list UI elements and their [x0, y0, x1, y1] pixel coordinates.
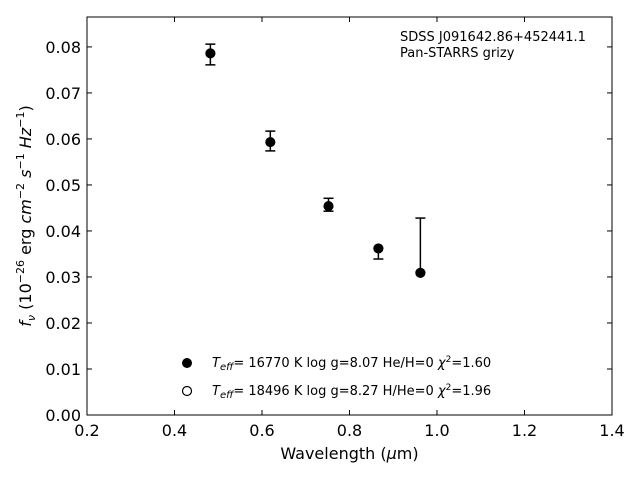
- annotation-survey: Pan-STARRS grizy: [400, 46, 515, 61]
- data-markers: [205, 48, 426, 278]
- data-point-open: [265, 137, 276, 148]
- y-tick-label: 0.04: [45, 222, 81, 241]
- x-tick-label: 0.2: [74, 421, 99, 440]
- x-tick-label: 1.4: [599, 421, 624, 440]
- annotation-object-name: SDSS J091642.86+452441.1: [400, 30, 586, 45]
- data-point-open: [415, 267, 426, 278]
- x-tick-label: 0.8: [337, 421, 362, 440]
- x-tick-label: 0.4: [162, 421, 187, 440]
- y-tick-label: 0.02: [45, 314, 81, 333]
- x-tick-label: 1.0: [424, 421, 449, 440]
- tick-labels: 0.2 0.4 0.6 0.8 1.0 1.2 1.4 0.00 0.01 0.02 0.03 0.0…: [45, 38, 624, 440]
- y-tick-label: 0.05: [45, 176, 81, 195]
- y-tick-label: 0.01: [45, 360, 81, 379]
- data-point-open: [323, 201, 334, 212]
- legend-entry-2: Teff= 18496 K log g=8.27 H/He=0 χ2=1.96: [212, 383, 491, 401]
- x-tick-label: 1.2: [512, 421, 537, 440]
- y-axis-label: fν (10−26 erg cm−2 s−1 Hz−1): [14, 105, 38, 326]
- axis-ticks: [86, 17, 613, 416]
- legend-entry-1: Teff= 16770 K log g=8.07 He/H=0 χ2=1.60: [212, 355, 491, 373]
- legend: Teff= 16770 K log g=8.07 He/H=0 χ2=1.60 …: [181, 355, 491, 401]
- y-tick-label: 0.08: [45, 38, 81, 57]
- x-axis-label: Wavelength (μm): [280, 444, 418, 463]
- y-tick-label: 0.00: [45, 406, 81, 425]
- legend-marker-open: [181, 385, 193, 397]
- y-tick-label: 0.07: [45, 84, 81, 103]
- x-tick-label: 0.6: [249, 421, 274, 440]
- data-point-open: [373, 243, 384, 254]
- y-tick-label: 0.03: [45, 268, 81, 287]
- y-tick-label: 0.06: [45, 130, 81, 149]
- data-point-open: [205, 48, 216, 59]
- legend-marker-filled: [182, 358, 192, 368]
